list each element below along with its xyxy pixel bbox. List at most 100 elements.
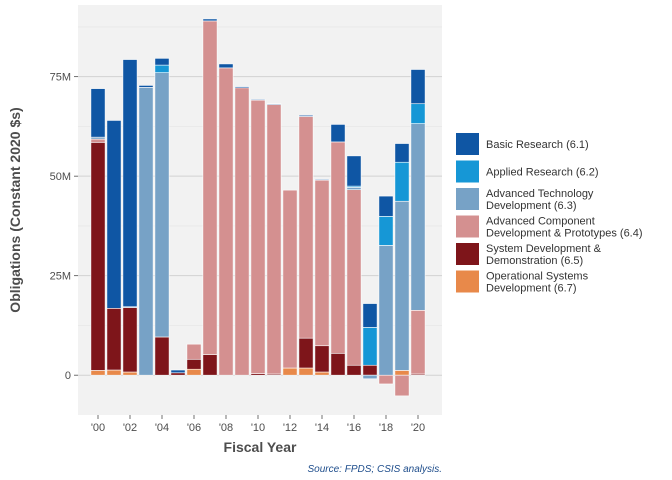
legend-key xyxy=(456,133,479,155)
legend-key xyxy=(456,160,479,183)
x-tick-label: '16 xyxy=(347,422,361,434)
bar-segment xyxy=(314,179,330,347)
bar-segment xyxy=(314,371,330,376)
bar-segment xyxy=(138,87,154,376)
bar-segment xyxy=(410,310,426,375)
bar-segment xyxy=(170,369,186,374)
y-tick-label: 25M xyxy=(50,271,71,283)
bar-segment xyxy=(154,336,170,376)
bar-segment xyxy=(106,308,122,371)
bar-segment xyxy=(218,67,234,376)
bar-segment xyxy=(234,87,250,376)
bar-segment xyxy=(106,369,122,376)
bar-segment xyxy=(250,99,266,101)
legend-key xyxy=(456,215,479,238)
bar-segment xyxy=(266,104,282,375)
bar-segment xyxy=(394,374,410,397)
bar-segment xyxy=(202,18,218,22)
source-caption: Source: FPDS; CSIS analysis. xyxy=(308,464,443,475)
bar-segment xyxy=(410,123,426,311)
x-axis: '00 '02 '04 '06 '08 '10 '12 '14 '16 '18 '20 xyxy=(91,415,425,434)
bar-segment xyxy=(330,124,346,143)
legend-label: System Development & xyxy=(486,243,602,255)
x-tick-label: '12 xyxy=(283,422,297,434)
legend-label: Advanced Component xyxy=(486,216,595,228)
y-tick-label: 0 xyxy=(65,370,71,382)
x-axis-title: Fiscal Year xyxy=(224,439,297,455)
bar-segment xyxy=(346,187,362,190)
x-tick-label: '08 xyxy=(219,422,233,434)
bar-segment xyxy=(202,20,218,355)
bar-segment xyxy=(298,337,314,369)
y-axis: 0 25M 50M 75M xyxy=(50,72,78,382)
bar-segment xyxy=(154,58,170,66)
bar-segment xyxy=(154,72,170,338)
bar-segment xyxy=(330,141,346,354)
bar-segment xyxy=(122,371,138,376)
bars xyxy=(90,18,426,397)
x-tick-label: '00 xyxy=(91,422,105,434)
bar-segment xyxy=(394,370,410,376)
x-tick-label: '06 xyxy=(187,422,201,434)
bar-segment xyxy=(362,374,378,380)
legend-key xyxy=(456,188,479,210)
bar-segment xyxy=(394,161,410,202)
bar-segment xyxy=(186,368,202,376)
bar-segment xyxy=(250,99,266,374)
x-tick-label: '04 xyxy=(155,422,169,434)
bar-segment xyxy=(186,358,202,370)
bar-segment xyxy=(362,364,378,376)
bar-segment xyxy=(234,86,250,89)
bar-segment xyxy=(378,216,394,246)
legend-label: Development & Prototypes (6.4) xyxy=(486,228,643,240)
y-tick-label: 75M xyxy=(50,72,71,84)
legend-label: Basic Research (6.1) xyxy=(486,139,589,151)
bar-segment xyxy=(138,85,154,88)
bar-segment xyxy=(362,303,378,328)
x-tick-label: '02 xyxy=(123,422,137,434)
bar-segment xyxy=(90,138,106,143)
bar-segment xyxy=(90,88,106,138)
legend-label: Development (6.3) xyxy=(486,200,577,212)
bar-segment xyxy=(298,116,314,339)
bar-segment xyxy=(394,200,410,371)
legend-label: Development (6.7) xyxy=(486,283,577,295)
bar-segment xyxy=(410,69,426,105)
x-tick-label: '18 xyxy=(379,422,393,434)
bar-segment xyxy=(90,370,106,376)
legend-label: Applied Research (6.2) xyxy=(486,167,599,179)
y-tick-label: 50M xyxy=(50,171,71,183)
bar-segment xyxy=(378,245,394,376)
bar-segment xyxy=(186,343,202,360)
legend-label: Operational Systems xyxy=(486,271,589,283)
bar-segment xyxy=(90,142,106,371)
bar-segment xyxy=(378,195,394,217)
bar-segment xyxy=(170,372,186,376)
bar-segment xyxy=(362,327,378,366)
bar-segment xyxy=(282,367,298,376)
bar-segment xyxy=(122,59,138,308)
bar-segment xyxy=(314,179,330,181)
bar-segment xyxy=(298,114,314,117)
bar-segment xyxy=(346,155,362,187)
bar-segment xyxy=(218,63,234,69)
legend-label: Demonstration (6.5) xyxy=(486,255,583,267)
bar-segment xyxy=(122,307,138,373)
x-tick-label: '20 xyxy=(411,422,425,434)
x-tick-label: '14 xyxy=(315,422,329,434)
bar-segment xyxy=(378,374,394,385)
bar-segment xyxy=(330,353,346,376)
legend-key xyxy=(456,243,479,265)
y-axis-title: Obligations (Constant 2020 $s) xyxy=(7,107,23,312)
legend: Basic Research (6.1) Applied Research (6.… xyxy=(456,133,643,295)
bar-segment xyxy=(314,345,330,373)
bar-segment xyxy=(394,143,410,163)
bar-segment xyxy=(266,103,282,105)
legend-label: Advanced Technology xyxy=(486,188,594,200)
bar-segment xyxy=(202,354,218,376)
bar-segment xyxy=(282,189,298,369)
bar-segment xyxy=(154,64,170,73)
bar-segment xyxy=(410,103,426,124)
bar-segment xyxy=(298,367,314,376)
